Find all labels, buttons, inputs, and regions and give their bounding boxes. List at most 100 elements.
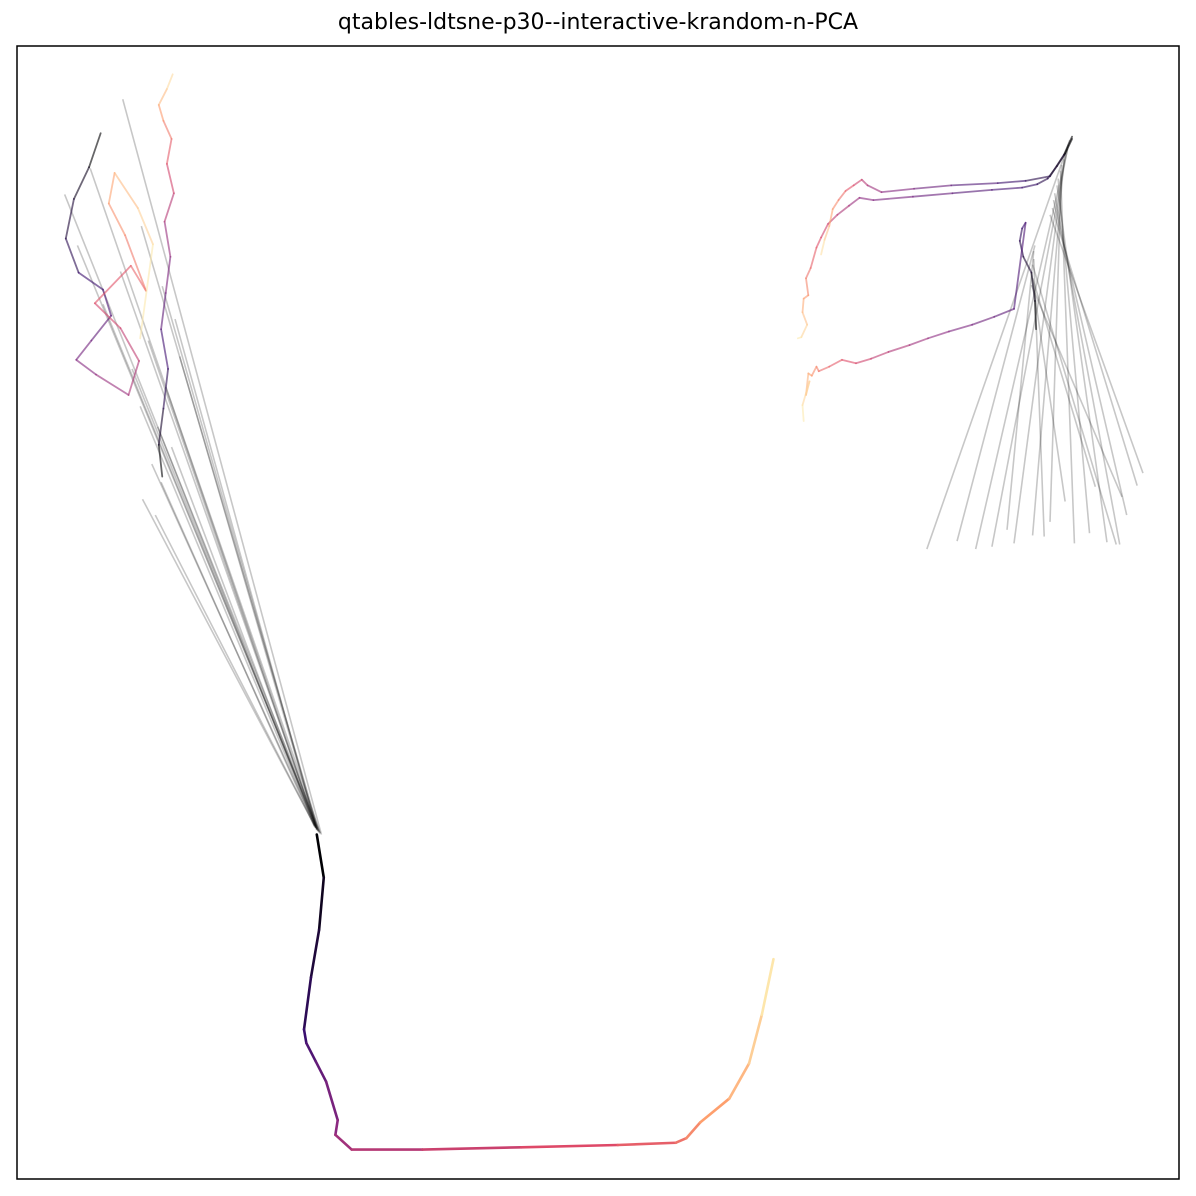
series-5-segment-5 [913,184,953,190]
series-5-segment-4 [950,182,999,187]
series-0-segment-19 [760,957,775,1017]
plot-area-frame [16,45,1180,1180]
series-2-segment-0 [88,132,102,169]
series-2-segment-1 [73,166,90,200]
series-3-segment-24 [801,404,805,422]
series-2-segment-13 [93,264,132,305]
series-1-segment-5 [164,255,172,294]
series-0-segment-1 [317,876,326,932]
series-2-segment-19 [136,207,154,246]
series-1-segment-3 [160,328,169,370]
fan-line-right-14 [1006,250,1035,530]
series-5-segment-8 [860,178,869,187]
series-3-segment-12 [887,344,911,353]
series-4-segment-4 [1021,183,1039,189]
series-0-segment-6 [314,1059,328,1083]
fan-line-right-3 [1013,154,1066,544]
series-2 [64,132,154,396]
series-4-segment-7 [912,192,954,198]
series-0-segment-8 [334,1118,340,1137]
series-4-segment-19 [801,297,805,314]
series-2-segment-12 [93,302,122,330]
series-3-segment-4 [1018,227,1024,242]
series-0-segment-16 [698,1097,731,1124]
series-3-segment-6 [1013,221,1027,310]
fan-line-right-4 [1031,159,1065,536]
fan-lines-group [63,99,1144,835]
fan-line-right-16 [1031,264,1118,545]
series-1-segment-4 [160,292,167,331]
series-5-segment-0 [1063,135,1073,156]
fan-line-right-8 [1056,185,1108,543]
fan-line-left-16 [151,463,317,827]
series-4-segment-21 [800,323,809,339]
series-4-segment-17 [805,277,810,297]
series-2-segment-8 [75,358,97,376]
series-2-segment-15 [124,234,147,292]
fan-line-left-8 [174,318,318,831]
series-3-segment-1 [1030,271,1036,302]
fan-line-left-13 [139,405,317,829]
fan-line-left-7 [102,304,319,831]
series-5-segment-9 [852,178,863,187]
fan-line-right-12 [1049,214,1144,474]
series-0-segment-5 [305,1041,317,1063]
fan-line-left-6 [161,285,319,832]
fan-line-right-17 [1030,272,1066,502]
fan-line-left-0 [121,99,323,835]
series-2-segment-7 [75,339,93,361]
series-0-segment-15 [685,1121,702,1140]
series-5-segment-15 [820,238,826,256]
fan-line-right-18 [1031,278,1097,487]
series-2-segment-20 [139,243,154,340]
series-2-segment-17 [107,171,116,205]
series-1-segment-11 [157,104,165,122]
fan-line-right-1 [974,144,1070,550]
series-1-segment-8 [165,162,175,195]
series-0-segment-3 [302,976,313,1031]
series-1-segment-12 [157,88,168,106]
series-3-segment-8 [971,315,996,326]
fan-line-left-1 [89,168,322,834]
series-0-segment-4 [302,1028,308,1045]
fan-line-left-19 [154,514,316,826]
series-1-segment-1 [157,407,165,446]
series-3-segment-13 [870,351,890,360]
fan-line-left-5 [119,271,319,832]
fan-line-left-15 [170,446,317,829]
series-1 [157,73,175,478]
fan-line-left-10 [178,356,318,830]
series-4-segment-20 [801,311,809,326]
series-3-segment-19 [810,365,818,377]
series-4-segment-15 [809,246,818,269]
series-3-segment-9 [948,323,974,333]
series-2-segment-6 [90,314,113,342]
series-4-segment-9 [858,196,875,201]
series-3-segment-14 [855,357,872,365]
fan-line-left-17 [160,481,316,827]
series-4-segment-8 [872,195,914,201]
series-3-segment-17 [817,365,831,373]
series-2-segment-18 [113,171,139,209]
series-5-segment-13 [828,208,834,228]
series-4-segment-10 [848,196,861,207]
series-2-segment-9 [95,373,130,396]
series-0-segment-14 [674,1136,688,1145]
series-5 [820,135,1073,256]
series-0-segment-0 [315,833,326,879]
fan-line-right-6 [1059,170,1076,544]
fan-line-left-4 [76,245,320,833]
series-1-segment-7 [163,192,175,223]
fan-line-left-3 [140,225,320,833]
series-4-segment-13 [820,222,829,239]
series-4-segment-18 [802,294,810,300]
fan-line-right-2 [991,148,1069,547]
fan-line-right-19 [1030,284,1123,498]
series-2-segment-16 [107,202,126,237]
series-5-segment-1 [1049,153,1065,178]
fan-line-left-18 [141,498,316,826]
series-2-segment-10 [127,360,140,396]
series-3 [801,221,1037,422]
series-4-segment-3 [1036,177,1049,186]
series-3-segment-0 [1034,300,1037,331]
